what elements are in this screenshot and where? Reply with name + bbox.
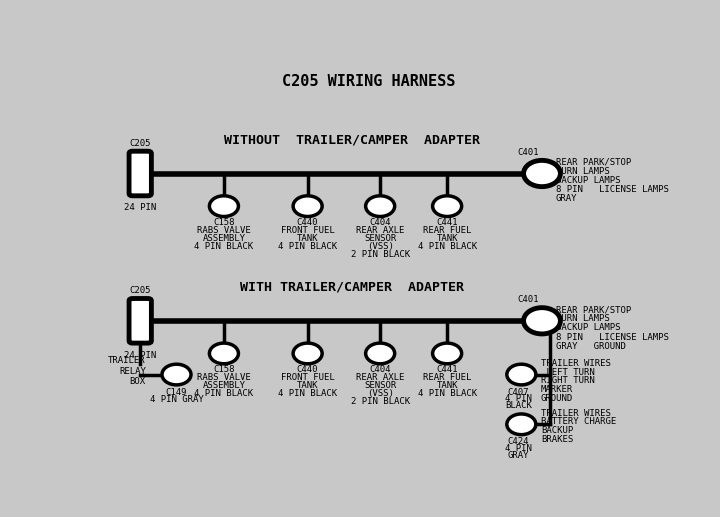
Text: C158: C158	[213, 366, 235, 374]
Text: GRAY: GRAY	[556, 194, 577, 204]
Text: 8 PIN   LICENSE LAMPS: 8 PIN LICENSE LAMPS	[556, 185, 669, 194]
Circle shape	[162, 364, 191, 385]
Text: TANK: TANK	[436, 234, 458, 243]
Text: 8 PIN   LICENSE LAMPS: 8 PIN LICENSE LAMPS	[556, 332, 669, 342]
Text: REAR FUEL: REAR FUEL	[423, 226, 472, 235]
Text: SENSOR: SENSOR	[364, 382, 396, 390]
Text: TRAILER WIRES: TRAILER WIRES	[541, 408, 611, 418]
Text: REAR AXLE: REAR AXLE	[356, 226, 405, 235]
Text: 24 PIN: 24 PIN	[124, 203, 156, 212]
Circle shape	[433, 343, 462, 364]
Text: BACKUP: BACKUP	[541, 426, 573, 435]
Text: C205: C205	[130, 286, 151, 295]
Text: MARKER: MARKER	[541, 385, 573, 394]
Text: GRAY: GRAY	[508, 451, 529, 460]
Text: TRAILER WIRES: TRAILER WIRES	[541, 359, 611, 368]
Text: ASSEMBLY: ASSEMBLY	[202, 234, 246, 243]
Text: C424: C424	[508, 437, 529, 447]
Text: BLACK: BLACK	[505, 401, 532, 410]
Text: 4 PIN BLACK: 4 PIN BLACK	[194, 242, 253, 251]
Circle shape	[507, 414, 536, 435]
Circle shape	[523, 160, 560, 187]
Text: C440: C440	[297, 366, 318, 374]
Text: TRAILER
RELAY
BOX: TRAILER RELAY BOX	[108, 356, 145, 386]
Text: FRONT FUEL: FRONT FUEL	[281, 373, 335, 383]
Text: BACKUP LAMPS: BACKUP LAMPS	[556, 176, 621, 185]
Text: (VSS): (VSS)	[366, 242, 394, 251]
Text: REAR FUEL: REAR FUEL	[423, 373, 472, 383]
Text: 4 PIN BLACK: 4 PIN BLACK	[418, 242, 477, 251]
Text: C404: C404	[369, 218, 391, 227]
Text: C401: C401	[518, 148, 539, 157]
Text: 4 PIN BLACK: 4 PIN BLACK	[278, 242, 337, 251]
Text: TURN LAMPS: TURN LAMPS	[556, 167, 610, 176]
FancyBboxPatch shape	[129, 298, 151, 343]
Text: 4 PIN BLACK: 4 PIN BLACK	[418, 389, 477, 398]
Circle shape	[366, 196, 395, 217]
Text: FRONT FUEL: FRONT FUEL	[281, 226, 335, 235]
Text: TANK: TANK	[436, 382, 458, 390]
Text: SENSOR: SENSOR	[364, 234, 396, 243]
Text: RIGHT TURN: RIGHT TURN	[541, 376, 595, 385]
Text: RABS VALVE: RABS VALVE	[197, 226, 251, 235]
Text: WITH TRAILER/CAMPER  ADAPTER: WITH TRAILER/CAMPER ADAPTER	[240, 280, 464, 294]
Text: C441: C441	[436, 218, 458, 227]
Text: LEFT TURN: LEFT TURN	[541, 368, 595, 377]
Text: REAR AXLE: REAR AXLE	[356, 373, 405, 383]
Circle shape	[433, 196, 462, 217]
Text: REAR PARK/STOP: REAR PARK/STOP	[556, 158, 631, 167]
Circle shape	[210, 343, 238, 364]
Text: BRAKES: BRAKES	[541, 435, 573, 444]
Text: GRAY   GROUND: GRAY GROUND	[556, 342, 626, 351]
FancyBboxPatch shape	[129, 151, 151, 196]
Text: BATTERY CHARGE: BATTERY CHARGE	[541, 417, 616, 427]
Text: 2 PIN BLACK: 2 PIN BLACK	[351, 250, 410, 259]
Circle shape	[210, 196, 238, 217]
Text: 4 PIN BLACK: 4 PIN BLACK	[278, 389, 337, 398]
Text: 4 PIN GRAY: 4 PIN GRAY	[150, 395, 203, 404]
Text: TANK: TANK	[297, 382, 318, 390]
Text: 4 PIN BLACK: 4 PIN BLACK	[194, 389, 253, 398]
Text: BACKUP LAMPS: BACKUP LAMPS	[556, 324, 621, 332]
Circle shape	[523, 308, 560, 334]
Text: C205 WIRING HARNESS: C205 WIRING HARNESS	[282, 74, 456, 89]
Text: C440: C440	[297, 218, 318, 227]
Circle shape	[293, 196, 322, 217]
Text: C404: C404	[369, 366, 391, 374]
Text: TURN LAMPS: TURN LAMPS	[556, 314, 610, 323]
Text: TANK: TANK	[297, 234, 318, 243]
Text: 4 PIN: 4 PIN	[505, 394, 532, 403]
Circle shape	[366, 343, 395, 364]
Text: WITHOUT  TRAILER/CAMPER  ADAPTER: WITHOUT TRAILER/CAMPER ADAPTER	[224, 133, 480, 146]
Text: ASSEMBLY: ASSEMBLY	[202, 382, 246, 390]
Text: GROUND: GROUND	[541, 394, 573, 403]
Text: 24 PIN: 24 PIN	[124, 351, 156, 360]
Text: C149: C149	[166, 388, 187, 397]
Text: REAR PARK/STOP: REAR PARK/STOP	[556, 305, 631, 314]
Circle shape	[293, 343, 322, 364]
Circle shape	[507, 364, 536, 385]
Text: C407: C407	[508, 388, 529, 397]
Text: RABS VALVE: RABS VALVE	[197, 373, 251, 383]
Text: 4 PIN: 4 PIN	[505, 444, 532, 453]
Text: C158: C158	[213, 218, 235, 227]
Text: C441: C441	[436, 366, 458, 374]
Text: C205: C205	[130, 139, 151, 148]
Text: 2 PIN BLACK: 2 PIN BLACK	[351, 397, 410, 406]
Text: (VSS): (VSS)	[366, 389, 394, 398]
Text: C401: C401	[518, 295, 539, 304]
